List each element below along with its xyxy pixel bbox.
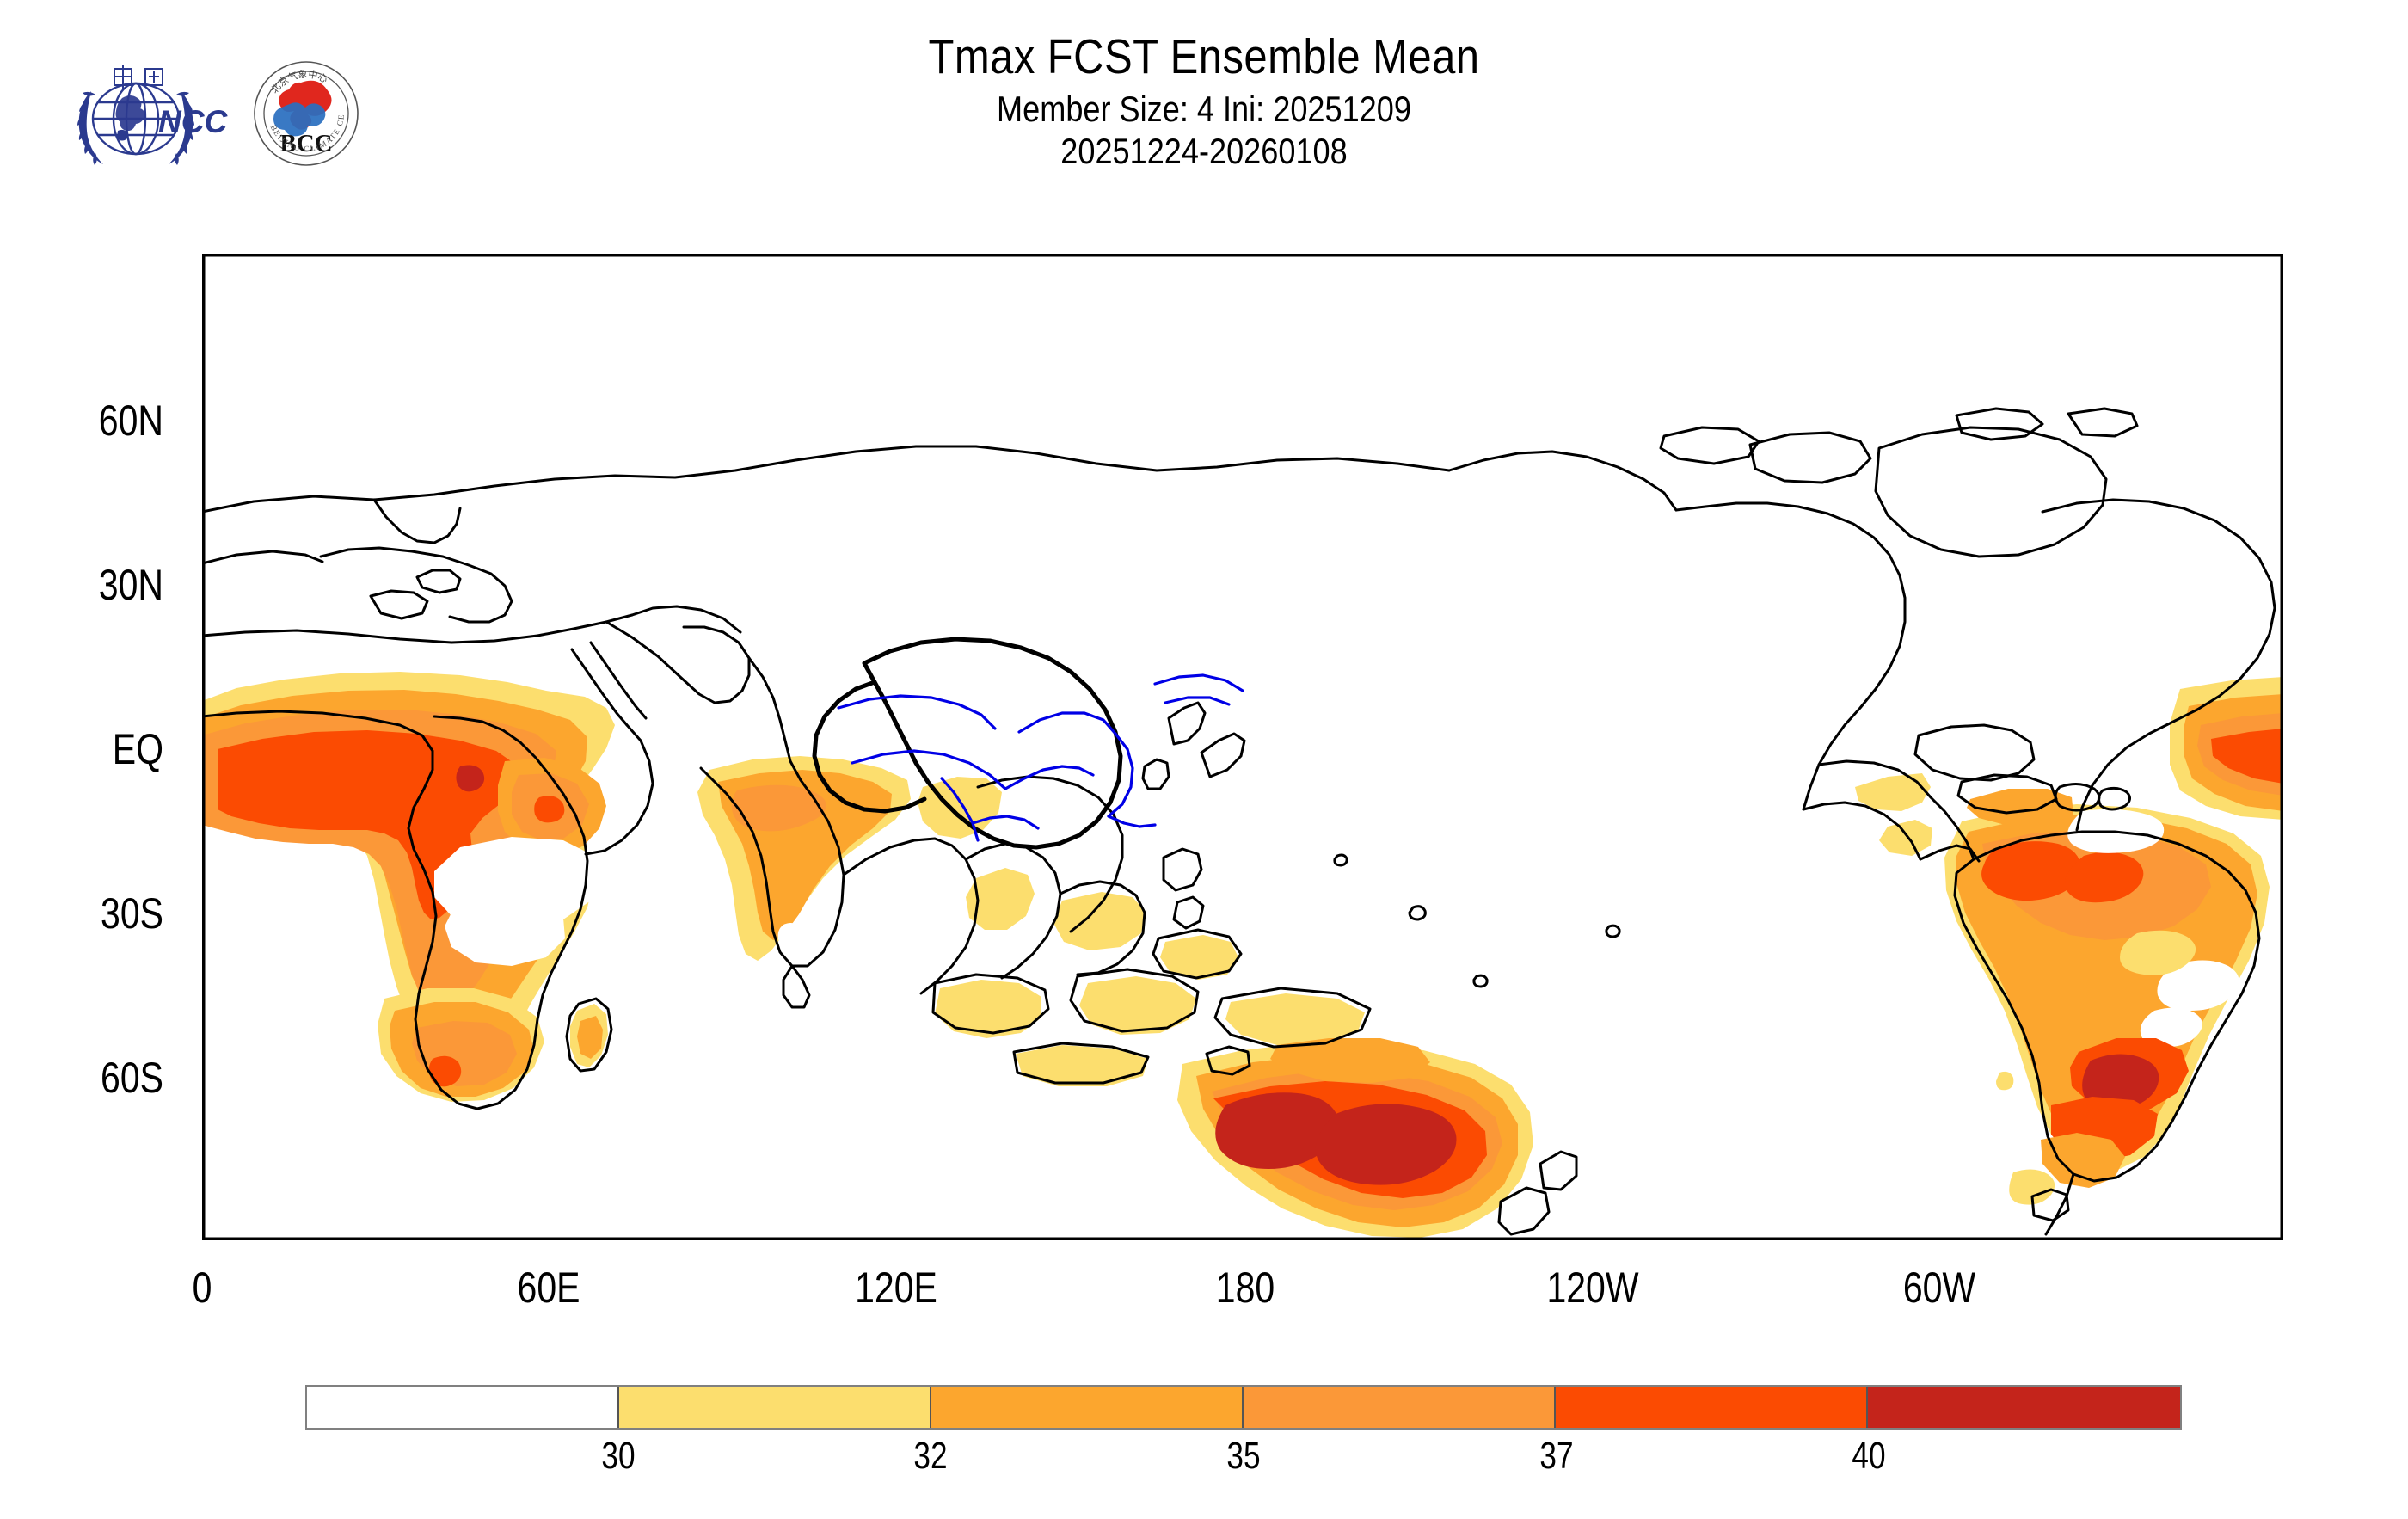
- colorbar-segment-<30: [307, 1387, 619, 1428]
- colorbar-segment->40: [1868, 1387, 2180, 1428]
- central-america-zone-30-32: [1855, 773, 1931, 811]
- bcc-cloud-blue: [273, 102, 326, 137]
- colorbar-tick-40: 40: [1852, 1435, 1886, 1477]
- colorbar-segment-30-32: [619, 1387, 931, 1428]
- australia-north-zone-32-35: [1270, 1038, 1430, 1083]
- ncc-logo-text: NCC: [158, 104, 228, 139]
- y-tick-label-60s: 60S: [101, 1054, 163, 1102]
- colorbar-segment-32-35: [931, 1387, 1244, 1428]
- borneo-zone-30-32: [1079, 976, 1196, 1035]
- sulawesi-zone-30-32: [1160, 935, 1239, 980]
- x-tick-label-0: 0: [192, 1264, 212, 1312]
- argentina-far-south-zone-30-32: [2009, 1169, 2055, 1205]
- colorbar-tick-32: 32: [913, 1435, 948, 1477]
- x-tick-label-120e: 120E: [855, 1264, 937, 1312]
- title-block: Tmax FCST Ensemble Mean Member Size: 4 I…: [0, 29, 2408, 173]
- africa-zone-gt40: [456, 765, 485, 792]
- west-africa-wrap-zone-37-40: [2211, 729, 2283, 784]
- bcc-logo-text: BCC: [280, 130, 332, 157]
- madagascar-zone-32-35: [577, 1016, 603, 1059]
- y-tick-label-30n: 30N: [98, 561, 163, 609]
- bcc-logo: BCC 北京气象中心 BEIJING CLIMATE CENTER: [251, 58, 359, 166]
- java-zone-30-32: [1016, 1045, 1148, 1086]
- x-tick-label-120w: 120W: [1546, 1264, 1639, 1312]
- sumatra-zone-30-32: [935, 980, 1041, 1038]
- map-plot-area: [202, 254, 2283, 1240]
- chart-subtitle-2: 20251224-20260108: [1060, 131, 1348, 172]
- colorbar: 30 32 35 37 40: [305, 1385, 2182, 1477]
- papua-north-zone-30-32: [1226, 993, 1365, 1045]
- y-tick-label-60n: 60N: [98, 397, 163, 445]
- australia-east-zone-gt40: [1315, 1104, 1457, 1185]
- x-tick-label-60w: 60W: [1902, 1264, 1976, 1312]
- ncc-logo: NCC: [77, 65, 228, 165]
- thailand-vietnam-zone-30-32: [1054, 892, 1146, 950]
- x-tick-label-180: 180: [1215, 1264, 1275, 1312]
- y-tick-label-eq: EQ: [112, 725, 163, 773]
- chile-zone-30-32: [1996, 1071, 2014, 1091]
- coastlines: [202, 407, 2276, 1236]
- x-tick-label-60e: 60E: [517, 1264, 580, 1312]
- australia-west-zone-gt40: [1215, 1092, 1340, 1169]
- chart-title: Tmax FCST Ensemble Mean: [928, 29, 1480, 84]
- colorbar-tick-35: 35: [1226, 1435, 1261, 1477]
- ne-brazil-hole-1: [2157, 960, 2239, 1011]
- colorbar-segments: [305, 1385, 2182, 1430]
- indochina-zone-30-32: [966, 868, 1035, 930]
- india-zone-35-37: [732, 784, 826, 832]
- temperature-contours: [202, 672, 2283, 1238]
- paraguay-zone-gt40: [2082, 1054, 2159, 1110]
- southern-africa-zone-37-40: [428, 1055, 462, 1087]
- panama-zone-30-32: [1879, 820, 1932, 856]
- colorbar-segment-37-40: [1556, 1387, 1868, 1428]
- argentina-south-zone-32-35: [2041, 1133, 2125, 1188]
- china-internal-lines: [837, 673, 1244, 842]
- congo-south-zone-lt30: [445, 901, 565, 966]
- chart-subtitle-1: Member Size: 4 Ini: 20251209: [997, 88, 1411, 129]
- colorbar-tick-30: 30: [601, 1435, 636, 1477]
- colorbar-segment-35-37: [1244, 1387, 1556, 1428]
- y-tick-label-30s: 30S: [101, 889, 163, 938]
- globe-continents: [115, 95, 145, 132]
- amazon-central-zone-37-40: [2065, 852, 2144, 903]
- brazil-plateau-zone-30-32: [2120, 930, 2196, 975]
- colorbar-tick-37: 37: [1539, 1435, 1574, 1477]
- india-south-hole: [777, 923, 802, 947]
- colombia-zone-32-35: [1967, 789, 2073, 827]
- world-temperature-map: [202, 254, 2283, 1240]
- logo-group: NCC BCC 北京气象中心 BEIJING CLIMATE CENTER: [69, 58, 361, 169]
- amazon-nw-zone-37-40: [1981, 841, 2081, 901]
- east-africa-zone-37-40: [534, 796, 565, 823]
- ne-brazil-hole-2: [2140, 1007, 2202, 1048]
